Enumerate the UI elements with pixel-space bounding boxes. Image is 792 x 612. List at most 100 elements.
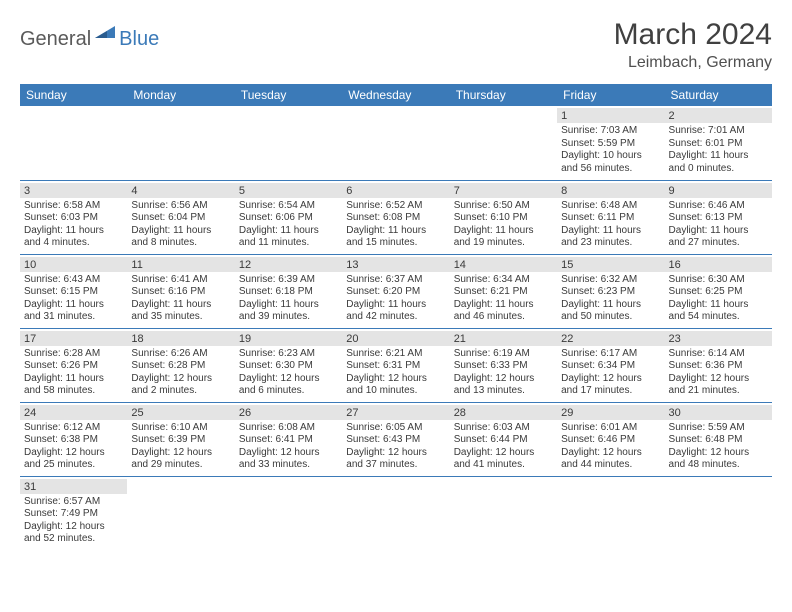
sunset-line: Sunset: 6:39 PM	[131, 434, 230, 447]
daylight-line: Daylight: 11 hours	[24, 225, 123, 238]
daylight-line: Daylight: 11 hours	[131, 225, 230, 238]
day-number: 26	[235, 405, 342, 420]
sunrise-line: Sunrise: 6:28 AM	[24, 348, 123, 361]
day-number: 16	[665, 257, 772, 272]
sunrise-line: Sunrise: 6:43 AM	[24, 274, 123, 287]
calendar-day-cell: 23Sunrise: 6:14 AMSunset: 6:36 PMDayligh…	[665, 328, 772, 402]
calendar-day-cell: 3Sunrise: 6:58 AMSunset: 6:03 PMDaylight…	[20, 180, 127, 254]
daylight-line: and 15 minutes.	[346, 237, 445, 250]
day-number: 21	[450, 331, 557, 346]
daylight-line: and 54 minutes.	[669, 311, 768, 324]
daylight-line: Daylight: 12 hours	[131, 447, 230, 460]
logo: General Blue	[20, 18, 159, 55]
daylight-line: and 0 minutes.	[669, 163, 768, 176]
weekday-header: Wednesday	[342, 84, 449, 106]
daylight-line: and 33 minutes.	[239, 459, 338, 472]
daylight-line: and 2 minutes.	[131, 385, 230, 398]
calendar-day-cell: 12Sunrise: 6:39 AMSunset: 6:18 PMDayligh…	[235, 254, 342, 328]
weekday-header: Sunday	[20, 84, 127, 106]
daylight-line: Daylight: 12 hours	[454, 447, 553, 460]
daylight-line: and 6 minutes.	[239, 385, 338, 398]
daylight-line: and 48 minutes.	[669, 459, 768, 472]
calendar-empty-cell	[342, 476, 449, 550]
calendar-day-cell: 5Sunrise: 6:54 AMSunset: 6:06 PMDaylight…	[235, 180, 342, 254]
day-number: 27	[342, 405, 449, 420]
calendar-day-cell: 31Sunrise: 6:57 AMSunset: 7:49 PMDayligh…	[20, 476, 127, 550]
calendar-day-cell: 19Sunrise: 6:23 AMSunset: 6:30 PMDayligh…	[235, 328, 342, 402]
weekday-header: Friday	[557, 84, 664, 106]
day-number: 9	[665, 183, 772, 198]
daylight-line: Daylight: 12 hours	[561, 447, 660, 460]
calendar-week-row: 24Sunrise: 6:12 AMSunset: 6:38 PMDayligh…	[20, 402, 772, 476]
day-number: 23	[665, 331, 772, 346]
sunset-line: Sunset: 6:26 PM	[24, 360, 123, 373]
sunset-line: Sunset: 6:11 PM	[561, 212, 660, 225]
daylight-line: Daylight: 11 hours	[24, 373, 123, 386]
sunset-line: Sunset: 6:34 PM	[561, 360, 660, 373]
daylight-line: and 4 minutes.	[24, 237, 123, 250]
sunset-line: Sunset: 6:25 PM	[669, 286, 768, 299]
day-number: 28	[450, 405, 557, 420]
sunset-line: Sunset: 6:23 PM	[561, 286, 660, 299]
daylight-line: Daylight: 12 hours	[24, 447, 123, 460]
sunset-line: Sunset: 6:38 PM	[24, 434, 123, 447]
calendar-week-row: 1Sunrise: 7:03 AMSunset: 5:59 PMDaylight…	[20, 106, 772, 180]
sunrise-line: Sunrise: 6:48 AM	[561, 200, 660, 213]
calendar-empty-cell	[557, 476, 664, 550]
calendar-day-cell: 4Sunrise: 6:56 AMSunset: 6:04 PMDaylight…	[127, 180, 234, 254]
sunset-line: Sunset: 6:44 PM	[454, 434, 553, 447]
daylight-line: Daylight: 12 hours	[669, 373, 768, 386]
calendar-day-cell: 16 Sunrise: 6:30 AMSunset: 6:25 PMDayligh…	[665, 254, 772, 328]
flag-icon	[95, 24, 117, 45]
day-number: 5	[235, 183, 342, 198]
sunset-line: Sunset: 6:03 PM	[24, 212, 123, 225]
daylight-line: and 31 minutes.	[24, 311, 123, 324]
sunrise-line: Sunrise: 6:57 AM	[24, 496, 123, 509]
daylight-line: and 58 minutes.	[24, 385, 123, 398]
sunrise-line: Sunrise: 6:08 AM	[239, 422, 338, 435]
sunrise-line: Sunrise: 6:30 AM	[669, 274, 768, 287]
day-number: 30	[665, 405, 772, 420]
day-number: 8	[557, 183, 664, 198]
calendar-day-cell: 14Sunrise: 6:34 AMSunset: 6:21 PMDayligh…	[450, 254, 557, 328]
daylight-line: Daylight: 12 hours	[24, 521, 123, 534]
day-number: 7	[450, 183, 557, 198]
daylight-line: and 41 minutes.	[454, 459, 553, 472]
sunrise-line: Sunrise: 6:03 AM	[454, 422, 553, 435]
calendar-empty-cell	[127, 106, 234, 180]
daylight-line: Daylight: 11 hours	[669, 225, 768, 238]
sunset-line: Sunset: 6:08 PM	[346, 212, 445, 225]
calendar-week-row: 10Sunrise: 6:43 AMSunset: 6:15 PMDayligh…	[20, 254, 772, 328]
daylight-line: Daylight: 11 hours	[131, 299, 230, 312]
daylight-line: and 8 minutes.	[131, 237, 230, 250]
sunrise-line: Sunrise: 6:56 AM	[131, 200, 230, 213]
calendar-day-cell: 25Sunrise: 6:10 AMSunset: 6:39 PMDayligh…	[127, 402, 234, 476]
sunset-line: Sunset: 6:20 PM	[346, 286, 445, 299]
daylight-line: and 35 minutes.	[131, 311, 230, 324]
sunrise-line: Sunrise: 6:41 AM	[131, 274, 230, 287]
calendar-day-cell: 6Sunrise: 6:52 AMSunset: 6:08 PMDaylight…	[342, 180, 449, 254]
calendar-day-cell: 2Sunrise: 7:01 AMSunset: 6:01 PMDaylight…	[665, 106, 772, 180]
sunset-line: Sunset: 6:30 PM	[239, 360, 338, 373]
weekday-header: Monday	[127, 84, 234, 106]
daylight-line: Daylight: 11 hours	[669, 299, 768, 312]
sunset-line: Sunset: 6:18 PM	[239, 286, 338, 299]
sunrise-line: Sunrise: 5:59 AM	[669, 422, 768, 435]
day-number: 13	[342, 257, 449, 272]
sunrise-line: Sunrise: 6:01 AM	[561, 422, 660, 435]
sunset-line: Sunset: 6:43 PM	[346, 434, 445, 447]
sunrise-line: Sunrise: 6:50 AM	[454, 200, 553, 213]
sunset-line: Sunset: 6:15 PM	[24, 286, 123, 299]
weekday-header: Thursday	[450, 84, 557, 106]
day-number: 25	[127, 405, 234, 420]
calendar-day-cell: 18Sunrise: 6:26 AMSunset: 6:28 PMDayligh…	[127, 328, 234, 402]
daylight-line: Daylight: 11 hours	[24, 299, 123, 312]
location: Leimbach, Germany	[614, 54, 772, 72]
calendar-day-cell: 30Sunrise: 5:59 AMSunset: 6:48 PMDayligh…	[665, 402, 772, 476]
day-number: 19	[235, 331, 342, 346]
daylight-line: Daylight: 12 hours	[346, 373, 445, 386]
day-number: 2	[665, 108, 772, 123]
sunset-line: Sunset: 7:49 PM	[24, 508, 123, 521]
daylight-line: Daylight: 12 hours	[561, 373, 660, 386]
calendar-day-cell: 11Sunrise: 6:41 AMSunset: 6:16 PMDayligh…	[127, 254, 234, 328]
